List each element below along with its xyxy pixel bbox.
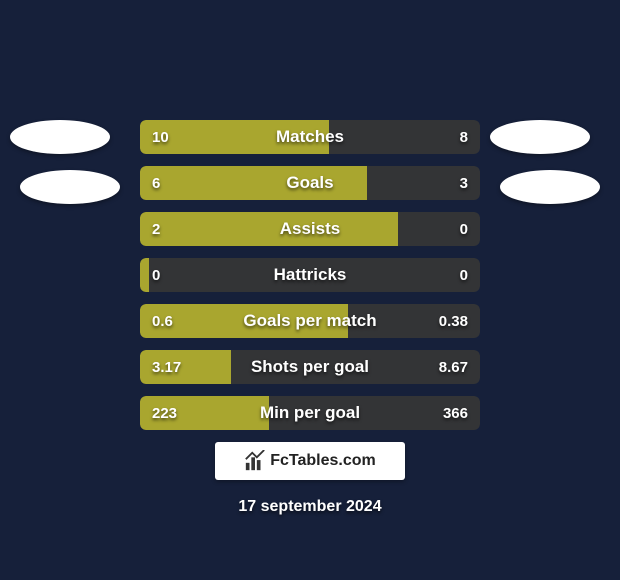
date-text: 17 september 2024 (0, 498, 620, 516)
stat-row: 0Hattricks0 (140, 258, 480, 292)
stat-row: 223Min per goal366 (140, 396, 480, 430)
stat-left-value: 223 (152, 396, 177, 430)
brand-logo-icon (244, 450, 266, 472)
stat-right-value: 0.38 (439, 304, 468, 338)
stat-right-value: 366 (443, 396, 468, 430)
left-player-badge (20, 170, 120, 204)
stat-right-value: 8 (460, 120, 468, 154)
stat-row-track (140, 258, 480, 292)
left-player-badge (10, 120, 110, 154)
stat-row: 10Matches8 (140, 120, 480, 154)
stat-left-value: 0.6 (152, 304, 173, 338)
stat-right-value: 0 (460, 258, 468, 292)
stat-left-value: 10 (152, 120, 169, 154)
stat-row-fill (140, 258, 149, 292)
stat-row: 2Assists0 (140, 212, 480, 246)
stat-right-value: 3 (460, 166, 468, 200)
stat-left-value: 3.17 (152, 350, 181, 384)
stat-right-value: 8.67 (439, 350, 468, 384)
stat-row: 0.6Goals per match0.38 (140, 304, 480, 338)
brand-text: FcTables.com (270, 452, 376, 470)
stat-left-value: 2 (152, 212, 160, 246)
stat-row-fill (140, 212, 398, 246)
stat-rows: 10Matches8 6Goals3 2Assists0 0Hattricks0 0.6… (140, 120, 480, 442)
right-player-badge (500, 170, 600, 204)
stat-row: 6Goals3 (140, 166, 480, 200)
stat-left-value: 6 (152, 166, 160, 200)
stat-row: 3.17Shots per goal8.67 (140, 350, 480, 384)
stat-right-value: 0 (460, 212, 468, 246)
right-player-badge (490, 120, 590, 154)
comparison-infographic: Kunga vs Castro Club competitions, Seaso… (0, 0, 620, 580)
stat-row-fill (140, 166, 367, 200)
stat-left-value: 0 (152, 258, 160, 292)
brand-box: FcTables.com (215, 442, 405, 480)
